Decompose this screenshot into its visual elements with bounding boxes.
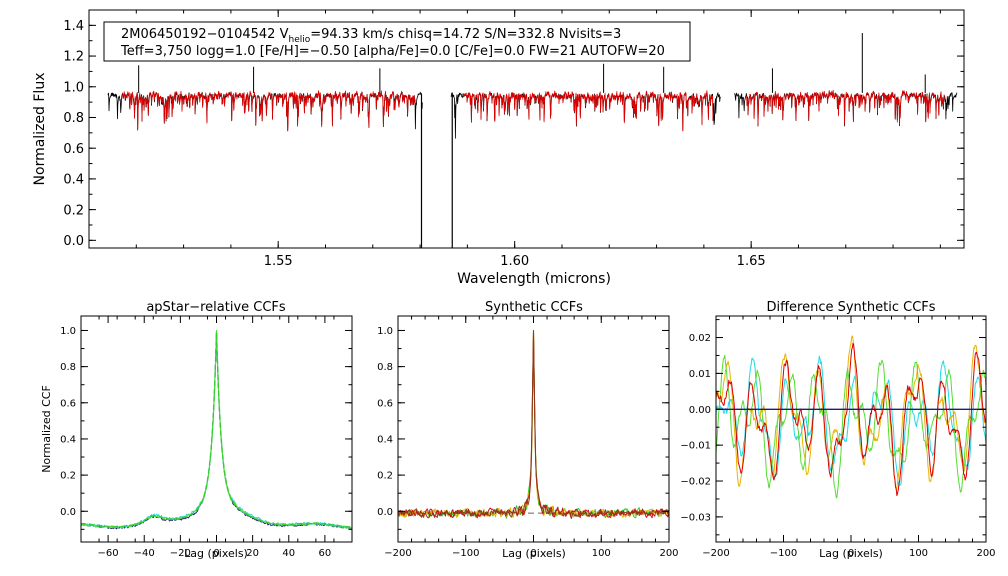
synthetic-xtick-label: −200 (384, 548, 411, 559)
spectrum-xtick-label: 1.55 (264, 254, 293, 269)
spectrum-ytick-label: 0.2 (63, 203, 84, 218)
difference-xtick-label: 200 (976, 548, 995, 559)
difference-plot-area (715, 335, 987, 499)
model-spectrum-chip (746, 89, 945, 126)
synthetic-xtick-label: 200 (659, 548, 678, 559)
spectrum-xtick-label: 1.60 (500, 254, 529, 269)
spectrum-ticks: 1.55 1.60 1.65 0.0 0.2 0.4 0.6 0.8 1.0 1.2 1.4 (63, 9, 964, 269)
difference-ytick-label: 0.02 (689, 333, 711, 344)
synthetic-xlabel: Lag (pixels) (502, 547, 566, 560)
apstar-ccf-line (80, 330, 353, 530)
apstar-plot-area (80, 330, 353, 530)
difference-xtick-label: −200 (702, 548, 729, 559)
difference-ytick-label: 0.00 (689, 405, 711, 416)
label-box-frame (103, 21, 691, 62)
spectrum-frame (88, 9, 965, 249)
spectrum-ytick-label: 1.2 (63, 50, 84, 65)
apstar-xtick-label: 40 (282, 548, 295, 559)
apstar-ytick-label: 0.2 (60, 471, 76, 482)
difference-ccf-line (715, 355, 987, 487)
synthetic-ytick-label: 0.6 (377, 398, 393, 409)
difference-ticks: −200 −100 0 100 200 0.02 0.01 0.00 −0.01 −0.02 −0.… (680, 316, 996, 559)
difference-ytick-label: −0.01 (680, 441, 711, 452)
spectrum-ytick-label: 1.4 (63, 19, 84, 34)
difference-xtick-label: −100 (770, 548, 797, 559)
difference-ccf-line (715, 335, 987, 491)
spectrum-panel: 1.55 1.60 1.65 0.0 0.2 0.4 0.6 0.8 1.0 1.2 1.4 2M0… (32, 9, 965, 287)
apstar-ytick-label: 0.0 (60, 507, 76, 518)
apstar-ytick-label: 0.4 (60, 435, 76, 446)
apstar-panel: −60 −40 −20 0 20 40 60 0.0 0.2 0.4 0.6 0.8 1.0 apSta… (40, 300, 353, 560)
difference-panel: −200 −100 0 100 200 0.02 0.01 0.00 −0.01 −0.02 −0.… (680, 300, 995, 560)
apstar-ccf-combined-line (81, 331, 352, 528)
synthetic-xtick-label: 0 (530, 548, 536, 559)
apstar-ylabel: Normalized CCF (40, 385, 53, 473)
apstar-xtick-label: −20 (170, 548, 191, 559)
difference-title: Difference Synthetic CCFs (766, 300, 935, 315)
difference-ccf-line (715, 354, 987, 499)
model-spectrum-chip (122, 90, 416, 132)
synthetic-xtick-label: −100 (452, 548, 479, 559)
synthetic-ytick-label: 1.0 (377, 326, 393, 337)
spectrum-label-line2: Teff=3,750 logg=1.0 [Fe/H]=−0.50 [alpha/… (120, 44, 665, 59)
synthetic-title: Synthetic CCFs (485, 300, 583, 315)
apstar-ticks: −60 −40 −20 0 20 40 60 0.0 0.2 0.4 0.6 0.8 1.0 (60, 316, 353, 559)
synthetic-ytick-label: 0.2 (377, 471, 393, 482)
difference-xtick-label: 100 (909, 548, 928, 559)
apstar-ccf-line (80, 330, 353, 530)
synthetic-ytick-label: 0.8 (377, 362, 393, 373)
synthetic-ticks: −200 −100 0 100 200 0.0 0.2 0.4 0.6 0.8 1.0 (377, 316, 679, 559)
difference-ytick-label: −0.03 (680, 512, 711, 523)
difference-ytick-label: 0.01 (689, 369, 711, 380)
spectrum-xtick-label: 1.65 (737, 254, 766, 269)
model-spectrum-chip (462, 90, 714, 132)
difference-ccf-line (715, 342, 987, 497)
apstar-title: apStar−relative CCFs (146, 300, 286, 315)
synthetic-panel: −200 −100 0 100 200 0.0 0.2 0.4 0.6 0.8 1.0 Synthe… (377, 300, 678, 560)
spectrum-ylabel: Normalized Flux (32, 73, 48, 186)
apstar-xlabel: Lag (pixels) (184, 547, 248, 560)
apstar-ytick-label: 0.8 (60, 362, 76, 373)
spectrum-xlabel: Wavelength (microns) (457, 271, 611, 287)
spectrum-ytick-label: 0.4 (63, 173, 84, 188)
apstar-xtick-label: −60 (98, 548, 119, 559)
spectrum-ytick-label: 1.0 (63, 80, 84, 95)
synthetic-ytick-label: 0.0 (377, 507, 393, 518)
spectrum-label-line1: 2M06450192−0104542 Vhelio=94.33 km/s chi… (121, 27, 621, 45)
spectrum-plot-area (107, 33, 958, 248)
apstar-xtick-label: −40 (134, 548, 155, 559)
spectrum-label-box: 2M06450192−0104542 Vhelio=94.33 km/s chi… (103, 21, 691, 62)
synthetic-ytick-label: 0.4 (377, 435, 393, 446)
apstar-ytick-label: 0.6 (60, 398, 76, 409)
spectrum-ytick-label: 0.8 (63, 111, 84, 126)
difference-ytick-label: −0.02 (680, 477, 711, 488)
apstar-ccf-line (80, 330, 353, 530)
difference-xlabel: Lag (pixels) (819, 547, 883, 560)
spectrum-ytick-label: 0.0 (63, 234, 84, 249)
apstar-xtick-label: 0 (213, 548, 219, 559)
synthetic-ccf-line (397, 330, 670, 519)
synthetic-xtick-label: 100 (592, 548, 611, 559)
apstar-xtick-label: 60 (319, 548, 332, 559)
apstar-ytick-label: 1.0 (60, 326, 76, 337)
spectrum-ytick-label: 0.6 (63, 142, 84, 157)
apstar-xtick-label: 20 (246, 548, 259, 559)
difference-xtick-label: 0 (848, 548, 854, 559)
synthetic-plot-area (397, 330, 670, 519)
